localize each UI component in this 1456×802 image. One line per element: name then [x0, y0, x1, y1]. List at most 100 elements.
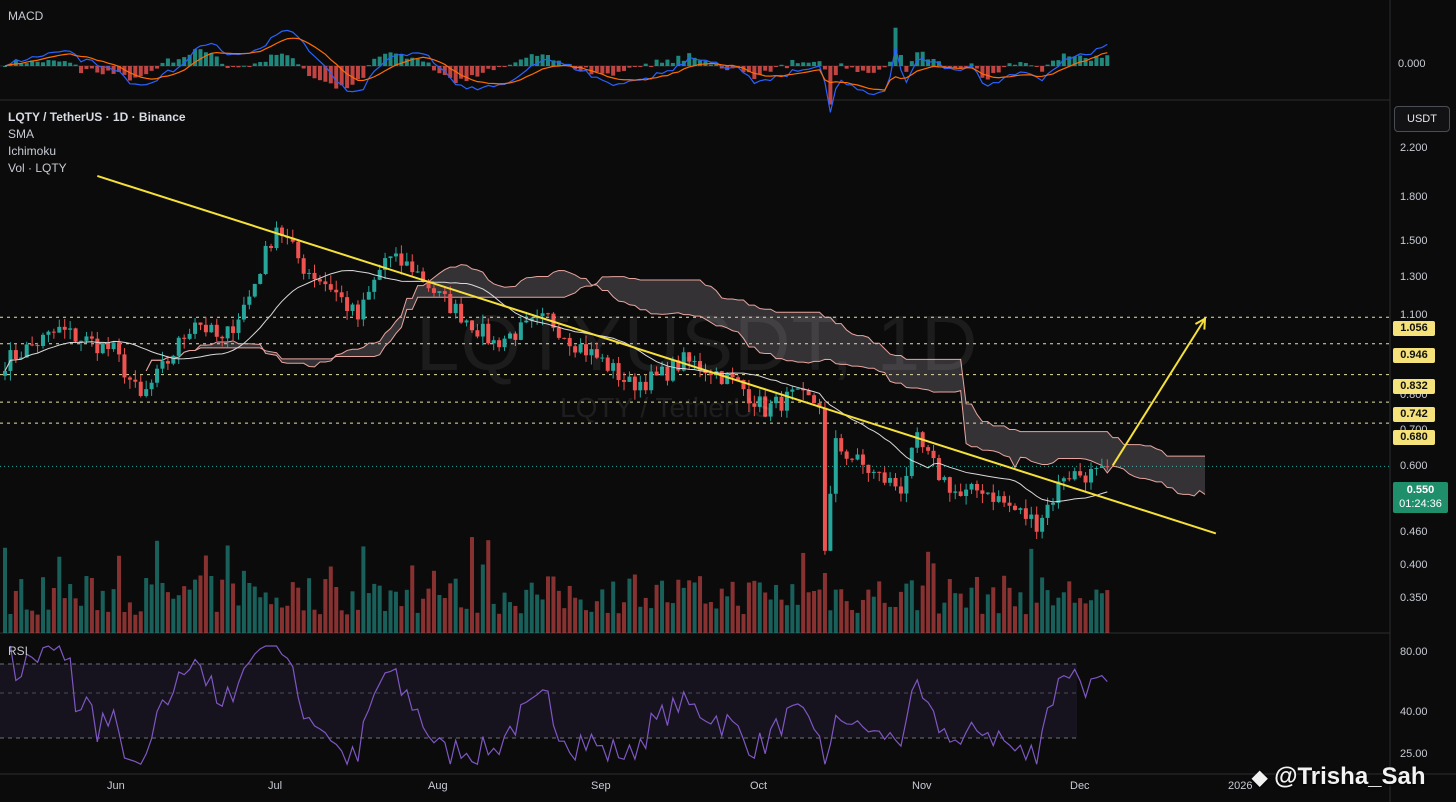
candle-body — [546, 313, 550, 315]
candle-body — [203, 324, 208, 333]
volume-bar — [535, 594, 540, 633]
macd-histogram-bar — [839, 63, 844, 66]
candle-body — [757, 396, 762, 407]
volume-bar — [893, 607, 898, 633]
volume-bar — [1045, 590, 1050, 633]
candle-body — [578, 344, 583, 353]
volume-bar — [415, 612, 420, 633]
candle-body — [442, 291, 447, 294]
macd-histogram-bar — [958, 66, 963, 69]
volume-bar — [3, 547, 7, 633]
time-axis-label: Jul — [268, 780, 283, 792]
rsi-title[interactable]: RSI — [8, 644, 29, 658]
volume-bar — [393, 591, 398, 633]
volume-bars — [3, 537, 1110, 633]
currency-button[interactable]: USDT — [1394, 106, 1450, 132]
volume-bar — [518, 613, 523, 633]
time-axis-label: Sep — [591, 780, 611, 792]
indicator-sma[interactable]: SMA — [8, 127, 35, 141]
macd-histogram-bar — [203, 52, 208, 66]
candle-body — [1050, 502, 1055, 505]
macd-histogram-bar — [698, 60, 703, 66]
indicator-volume[interactable]: Vol · LQTY — [8, 161, 67, 175]
level-tag[interactable]: 1.056 — [1393, 321, 1435, 336]
candle-body — [198, 322, 203, 325]
macd-histogram-bar — [361, 66, 366, 78]
rsi-plot — [9, 645, 1108, 767]
drawings[interactable] — [97, 175, 1217, 535]
volume-bar — [996, 613, 1001, 633]
macd-histogram-bar — [660, 62, 665, 66]
macd-histogram-bar — [328, 66, 333, 84]
candle-body — [991, 492, 996, 502]
macd-histogram-bar — [187, 54, 192, 66]
macd-histogram-bar — [301, 66, 306, 69]
candle-body — [366, 291, 371, 300]
volume-bar — [860, 599, 865, 633]
candle-body — [833, 438, 838, 494]
candle-body — [35, 345, 40, 347]
volume-bar — [909, 580, 914, 633]
time-axis-label: Aug — [428, 780, 448, 792]
macd-histogram-bar — [768, 66, 773, 72]
volume-bar — [1078, 598, 1083, 633]
time-axis-label: Dec — [1070, 780, 1090, 792]
macd-histogram-bar — [307, 66, 312, 77]
macd-histogram-bar — [649, 66, 654, 68]
candle-body — [111, 342, 116, 350]
volume-bar — [317, 614, 322, 633]
candle-body — [888, 477, 893, 483]
macd-histogram-bar — [51, 60, 56, 66]
rsi-axis-label: 40.00 — [1400, 706, 1428, 718]
candle-body — [681, 352, 686, 371]
macd-histogram-bar — [312, 66, 317, 79]
macd-title[interactable]: MACD — [8, 9, 44, 23]
volume-bar — [1002, 575, 1007, 633]
rsi-band — [0, 664, 1077, 738]
volume-bar — [708, 602, 713, 633]
macd-histogram-bar — [578, 66, 583, 71]
candle-body — [41, 334, 46, 346]
macd-histogram-bar — [611, 66, 616, 76]
candle-body — [584, 344, 589, 356]
candle-body — [323, 281, 328, 285]
macd-histogram-bar — [1056, 60, 1061, 66]
volume-bar — [258, 597, 263, 633]
macd-histogram-bar — [1029, 65, 1034, 67]
candle-body — [687, 352, 692, 362]
macd-histogram-bar — [817, 61, 822, 66]
candle-body — [589, 349, 594, 356]
volume-bar — [307, 578, 312, 633]
volume-bar — [469, 537, 474, 633]
macd-histogram-bar — [442, 66, 447, 75]
volume-bar — [980, 613, 985, 633]
level-tag[interactable]: 0.832 — [1393, 379, 1435, 394]
volume-bar — [953, 593, 958, 633]
macd-histogram-bar — [627, 66, 632, 68]
volume-bar — [220, 579, 225, 633]
candle-body — [57, 326, 62, 333]
level-tag[interactable]: 0.742 — [1393, 407, 1435, 422]
symbol-line[interactable]: LQTY / TetherUS · 1D · Binance — [8, 110, 186, 124]
candle-body — [594, 349, 599, 358]
volume-bar — [801, 552, 806, 633]
macd-histogram-bar — [996, 66, 1001, 73]
macd-histogram-bar — [801, 62, 806, 66]
indicator-ichimoku[interactable]: Ichimoku — [8, 144, 57, 158]
volume-bar — [35, 614, 40, 633]
candle-body — [301, 258, 306, 274]
macd-histogram-bar — [714, 63, 719, 66]
volume-bar — [198, 575, 203, 633]
volume-bar — [670, 603, 675, 633]
rsi-line — [9, 645, 1108, 767]
candle-body — [882, 472, 887, 483]
level-tag[interactable]: 0.680 — [1393, 430, 1435, 445]
level-tag[interactable]: 0.946 — [1393, 348, 1435, 363]
volume-bar — [703, 603, 708, 633]
macd-histogram-bar — [784, 66, 789, 69]
macd-histogram-bar — [176, 59, 181, 66]
candle-body — [752, 403, 757, 407]
volume-bar — [936, 613, 941, 633]
macd-histogram-bar — [638, 66, 643, 67]
